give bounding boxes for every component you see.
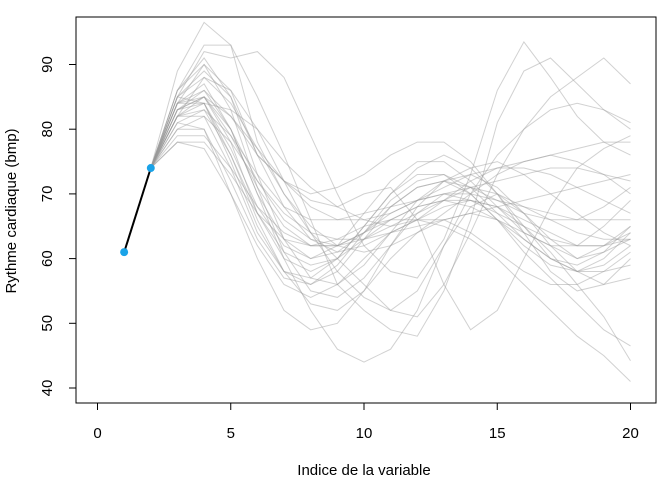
- trajectory-line-18: [150, 115, 631, 240]
- trajectory-line-8: [150, 96, 631, 273]
- trajectory-line-20: [150, 83, 631, 260]
- trajectory-line-7: [150, 96, 631, 227]
- trajectory-line-19: [150, 63, 631, 298]
- y-tick-label: 90: [39, 56, 56, 73]
- trajectory-line-12: [150, 109, 631, 221]
- trajectory-line-21: [150, 96, 631, 221]
- trajectory-line-14: [150, 141, 631, 298]
- x-axis-title: Indice de la variable: [297, 462, 430, 479]
- y-axis-title: Rythme cardiaque (bmp): [3, 128, 20, 293]
- trajectory-line-25: [150, 135, 631, 247]
- trajectory-line-1: [150, 21, 631, 318]
- trajectory-line-24: [150, 102, 631, 347]
- y-tick-label: 70: [39, 186, 56, 203]
- trajectory-line-16: [150, 76, 631, 253]
- plot-frame: [75, 16, 657, 404]
- trajectory-line-3: [150, 40, 631, 279]
- trajectory-line-5: [150, 96, 631, 363]
- observed-line: [123, 167, 152, 253]
- trajectory-line-13: [150, 89, 631, 247]
- x-tick-label: 15: [489, 425, 506, 442]
- simulated-trajectories: [150, 21, 631, 382]
- trajectory-line-26: [150, 96, 631, 247]
- y-tick-label: 60: [39, 250, 56, 267]
- trajectory-line-22: [150, 57, 631, 286]
- trajectory-line-2: [150, 44, 631, 337]
- y-axis: 40 50 60 70 80 90: [39, 56, 77, 397]
- trajectory-line-9: [150, 128, 631, 331]
- trajectory-line-27: [150, 70, 631, 362]
- trajectory-line-28: [150, 109, 631, 272]
- x-tick-label: 10: [356, 425, 373, 442]
- x-tick-label: 20: [622, 425, 639, 442]
- x-axis: 0 5 10 15 20: [93, 402, 639, 442]
- trajectory-line-29: [150, 141, 631, 382]
- x-tick-label: 5: [227, 425, 235, 442]
- observed-point-2: [146, 164, 155, 173]
- y-tick-label: 50: [39, 315, 56, 332]
- trajectory-line-17: [150, 102, 631, 260]
- trajectory-line-15: [150, 115, 631, 279]
- trajectory-line-10: [150, 102, 631, 311]
- trajectory-line-11: [150, 89, 631, 292]
- trajectory-line-6: [150, 76, 631, 311]
- y-tick-label: 40: [39, 380, 56, 397]
- observed-point-1: [120, 248, 129, 257]
- trajectory-line-23: [150, 122, 631, 286]
- observed-series: [120, 164, 155, 257]
- trajectory-line-4: [150, 63, 631, 331]
- y-tick-label: 80: [39, 121, 56, 138]
- x-tick-label: 0: [93, 425, 101, 442]
